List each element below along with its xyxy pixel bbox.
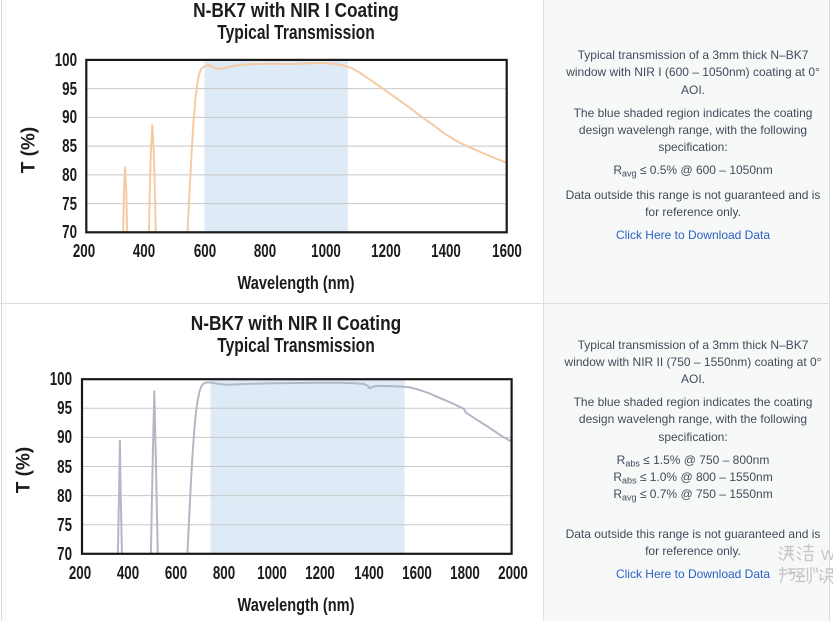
svg-text:W: W: [821, 547, 833, 564]
